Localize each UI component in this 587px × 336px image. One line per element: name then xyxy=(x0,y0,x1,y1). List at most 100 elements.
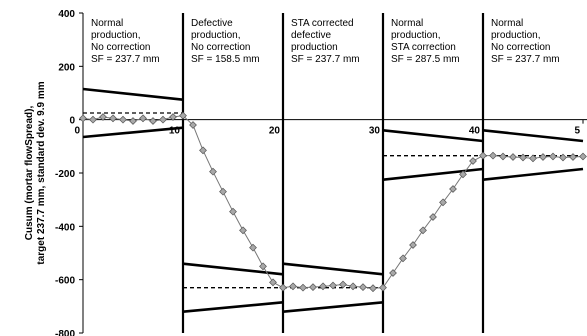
control-limit-lower xyxy=(282,301,384,313)
segment-label-line: production xyxy=(291,42,338,53)
segment-label: STA corrected defective production SF = 237… xyxy=(291,18,360,65)
y-tick-label: 0 xyxy=(69,116,75,127)
series-line xyxy=(82,115,584,289)
y-tick-label: -600 xyxy=(55,276,75,287)
data-point xyxy=(219,187,227,196)
data-point xyxy=(489,151,497,160)
x-tick-label: 10 xyxy=(169,126,181,137)
data-point xyxy=(539,153,547,161)
y-tick-label: -800 xyxy=(55,329,75,336)
data-point xyxy=(389,269,397,277)
data-point xyxy=(169,113,177,121)
data-point xyxy=(409,241,417,249)
segment-label-line: production, xyxy=(91,30,140,41)
segment-label-line: Normal xyxy=(91,18,123,29)
data-point xyxy=(179,111,187,120)
y-tick-label: -400 xyxy=(55,222,75,233)
segment-label-line: SF = 237.7 mm xyxy=(291,54,360,65)
segment-label-line: Normal xyxy=(491,18,523,29)
data-point xyxy=(329,281,337,290)
x-tick-label: 0 xyxy=(74,126,80,137)
data-point xyxy=(239,226,247,235)
data-point xyxy=(399,254,407,263)
data-point xyxy=(479,151,487,160)
data-point xyxy=(109,114,117,123)
data-point xyxy=(139,114,147,123)
data-point xyxy=(259,262,267,271)
segment-label-line: SF = 287.5 mm xyxy=(391,54,460,65)
segment-label-line: production, xyxy=(391,30,440,41)
segment-label-line: STA corrected xyxy=(291,18,354,29)
data-point xyxy=(319,282,327,291)
data-point xyxy=(559,153,567,162)
data-point xyxy=(289,282,297,291)
control-limit-lower xyxy=(182,301,284,313)
segment-label-line: Defective xyxy=(191,18,233,29)
data-point xyxy=(519,153,527,162)
data-point xyxy=(229,207,237,216)
y-tick-label: -200 xyxy=(55,169,75,180)
data-point xyxy=(449,185,457,193)
data-point xyxy=(159,115,167,124)
segment-label: Normal production, No correction SF = 237.7… xyxy=(491,18,560,65)
data-point xyxy=(199,146,207,155)
y-axis-label-line: target 237.7 mm, standard dev. 9.9 mm xyxy=(36,81,47,264)
data-point xyxy=(249,243,257,252)
data-point xyxy=(509,153,517,161)
data-point xyxy=(459,170,467,179)
data-point xyxy=(569,153,577,161)
x-tick-label: 40 xyxy=(469,126,481,137)
control-limit-upper xyxy=(82,87,184,101)
data-point xyxy=(339,280,347,289)
data-point xyxy=(529,154,537,163)
x-tick-label: 5 xyxy=(574,126,580,137)
control-limit-lower xyxy=(82,126,184,139)
data-point xyxy=(349,282,357,291)
x-tick-label: 30 xyxy=(369,126,381,137)
segment-label-line: SF = 158.5 mm xyxy=(191,54,260,65)
data-point xyxy=(499,152,507,161)
data-point xyxy=(579,152,587,161)
data-point xyxy=(99,113,107,121)
data-point xyxy=(439,198,447,207)
data-point xyxy=(119,115,127,124)
control-limit-upper xyxy=(382,129,484,143)
control-limit-upper xyxy=(482,129,584,143)
control-limit-lower xyxy=(482,167,584,181)
segment-label-line: No correction xyxy=(191,42,250,53)
segment-label-line: Normal xyxy=(391,18,423,29)
data-point xyxy=(549,152,557,161)
data-point xyxy=(269,278,277,287)
segment-label: Normal production, STA correction SF = 287.… xyxy=(391,18,460,65)
data-point xyxy=(299,283,307,292)
data-point xyxy=(189,121,197,129)
data-point xyxy=(129,117,137,125)
data-point xyxy=(79,114,87,123)
segment-label: Normal production, No correction SF = 237.7… xyxy=(91,18,160,65)
segment-label-line: SF = 237.7 mm xyxy=(91,54,160,65)
data-point xyxy=(309,283,317,292)
segment-label-line: production, xyxy=(191,30,240,41)
data-point xyxy=(369,284,377,293)
data-point xyxy=(419,226,427,235)
segment-label-line: No correction xyxy=(91,42,150,53)
segment-label-line: defective xyxy=(291,30,331,41)
data-point xyxy=(209,167,217,176)
control-limit-upper xyxy=(182,262,284,276)
y-tick-label: 200 xyxy=(58,62,75,73)
data-point xyxy=(379,283,387,292)
data-point xyxy=(429,213,437,221)
segment-label-line: STA correction xyxy=(391,42,456,53)
data-point xyxy=(279,283,287,292)
control-limit-lower xyxy=(382,167,484,181)
y-axis-label: Cusum (mortar flowSpread),target 237.7 m… xyxy=(24,81,47,264)
y-tick-label: 400 xyxy=(58,9,75,20)
data-point xyxy=(149,117,157,125)
data-point xyxy=(359,283,367,292)
segment-label: Defective production, No correction SF = 15… xyxy=(191,18,260,65)
data-point xyxy=(89,115,97,124)
x-tick-label: 20 xyxy=(269,126,281,137)
segment-label-line: No correction xyxy=(491,42,550,53)
